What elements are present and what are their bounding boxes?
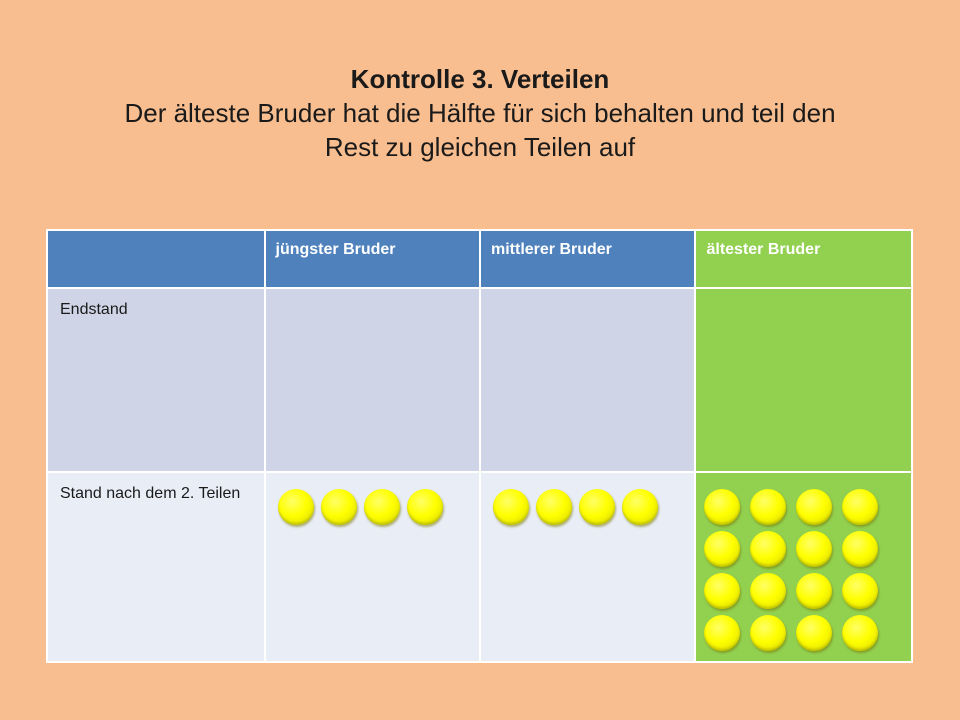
coin (842, 489, 879, 525)
coin-group (266, 289, 468, 305)
coin (750, 489, 787, 525)
coin (704, 531, 741, 567)
coin (704, 489, 741, 525)
coin (750, 615, 787, 651)
coin-group (266, 473, 468, 525)
table-row-second-share: Stand nach dem 2. Teilen (46, 471, 913, 663)
coin (842, 531, 879, 567)
cell-middle-endstand (478, 287, 697, 473)
coin (492, 489, 529, 525)
coin (621, 489, 658, 525)
coin (842, 573, 879, 609)
distribution-table: jüngster Bruder mittlerer Bruder älteste… (46, 229, 913, 663)
slide-title: Kontrolle 3. Verteilen Der älteste Brude… (40, 62, 920, 164)
header-youngest-brother: jüngster Bruder (263, 229, 481, 289)
coin (535, 489, 572, 525)
coin (796, 615, 833, 651)
cell-youngest-second-share (263, 471, 481, 663)
coin (796, 489, 833, 525)
coin (277, 489, 314, 525)
header-middle-brother: mittlerer Bruder (478, 229, 697, 289)
coin-group (696, 473, 894, 651)
coin (578, 489, 615, 525)
header-eldest-brother: ältester Bruder (694, 229, 913, 289)
cell-eldest-second-share (694, 471, 913, 663)
coin (406, 489, 443, 525)
coin (750, 531, 787, 567)
slide-subtitle-line1: Der älteste Bruder hat die Hälfte für si… (124, 98, 836, 128)
cell-youngest-endstand (263, 287, 481, 473)
header-empty-cell (46, 229, 266, 289)
row-label: Stand nach dem 2. Teilen (60, 485, 241, 502)
coin (750, 573, 787, 609)
coin-group (481, 289, 683, 305)
coin-group (696, 289, 894, 305)
slide-heading: Kontrolle 3. Verteilen (350, 64, 610, 94)
row-label-cell: Stand nach dem 2. Teilen (46, 471, 266, 663)
row-label: Endstand (60, 301, 128, 318)
coin (796, 573, 833, 609)
coin-group (481, 473, 683, 525)
table-header-row: jüngster Bruder mittlerer Bruder älteste… (46, 229, 913, 289)
coin (704, 573, 741, 609)
slide-subtitle-line2: Rest zu gleichen Teilen auf (324, 132, 636, 162)
coin (363, 489, 400, 525)
cell-eldest-endstand (694, 287, 913, 473)
coin (796, 531, 833, 567)
coin (842, 615, 879, 651)
row-label-cell: Endstand (46, 287, 266, 473)
table-row-endstand: Endstand (46, 287, 913, 473)
coin (320, 489, 357, 525)
cell-middle-second-share (478, 471, 697, 663)
coin (704, 615, 741, 651)
